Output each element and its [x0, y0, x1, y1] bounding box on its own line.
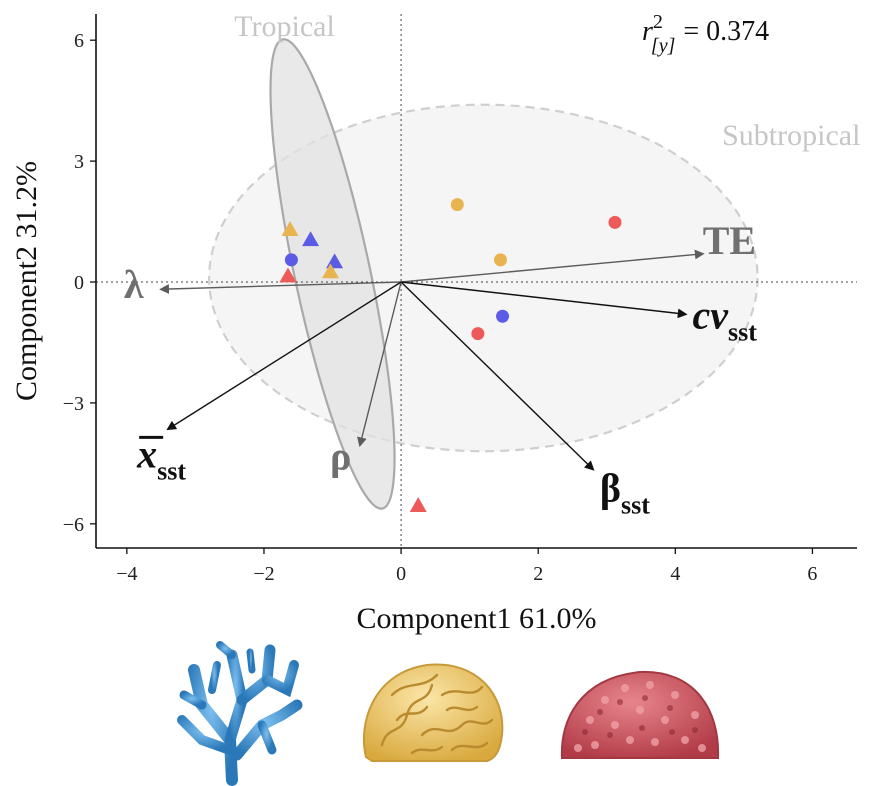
y-tick-label-2: 0: [74, 272, 84, 294]
loading-arrows: [159, 249, 705, 471]
y-tick-label-0: −6: [63, 514, 84, 536]
staghorn-coral-image: [177, 641, 303, 786]
loading-arrow-4: [357, 281, 402, 448]
loading-label-2: cvsst: [692, 292, 757, 346]
group-label-subtropical: Subtropical: [722, 119, 860, 152]
r-squared-sub: [y]: [651, 35, 675, 57]
loading-arrow-5: [166, 281, 402, 431]
loading-arrow-3: [400, 281, 595, 471]
loading-label-1: λ: [124, 262, 144, 307]
loading-label-sub-2: sst: [728, 317, 757, 346]
r-squared-value: = 0.374: [683, 16, 769, 47]
x-tick-label-0: −4: [116, 563, 137, 585]
r-squared-base: r: [642, 16, 653, 47]
x-axis-label: Component1 61.0%: [357, 602, 597, 635]
x-tick-label-5: 6: [807, 563, 817, 585]
point-7: [493, 253, 507, 267]
point-8: [608, 215, 622, 229]
r-squared-annotation: r2 [y] = 0.374: [642, 11, 769, 57]
loading-label-sub-5: sst: [157, 456, 186, 485]
loading-arrow-2: [401, 281, 688, 319]
loading-label-main-2: cv: [692, 292, 729, 337]
point-11: [409, 497, 427, 513]
loading-label-3: βsst: [600, 466, 650, 520]
point-0: [281, 221, 299, 236]
loading-label-main-1: λ: [124, 262, 144, 307]
x-tick-label-2: 0: [396, 563, 406, 585]
point-5: [321, 263, 339, 279]
loading-label-main-0: TE: [703, 218, 756, 263]
x-tick-label-3: 2: [533, 563, 543, 585]
loading-label-main-3: β: [600, 466, 621, 511]
x-tick-label-4: 4: [670, 563, 680, 585]
reference-lines: [96, 14, 857, 548]
group-label-tropical: Tropical: [234, 10, 335, 43]
point-9: [496, 309, 510, 323]
x-tick-label-1: −2: [253, 563, 274, 585]
point-6: [450, 198, 464, 212]
r-squared-sup: 2: [653, 11, 663, 33]
point-3: [279, 267, 297, 283]
y-axis-label: Component2 31.2%: [10, 161, 43, 401]
axes: −4 −2 0 2 4 6 −6 −3 0 3 6 Component1 61.0% Component…: [10, 14, 857, 635]
loading-label-sub-3: sst: [621, 491, 650, 520]
point-2: [284, 253, 298, 267]
loading-arrow-1: [159, 281, 402, 294]
loading-label-4: ρ: [330, 433, 351, 478]
y-tick-label-3: 3: [74, 151, 84, 173]
brain-coral-image: [362, 663, 504, 762]
loading-label-main-5: x: [136, 431, 157, 476]
scatter-points: [279, 198, 622, 513]
loading-label-main-4: ρ: [330, 433, 351, 478]
loading-arrow-0: [401, 249, 705, 283]
red-coral-image: [560, 670, 720, 759]
point-1: [302, 231, 320, 247]
point-10: [471, 327, 485, 341]
y-tick-label-1: −3: [63, 393, 84, 415]
y-tick-label-4: 6: [74, 30, 84, 52]
loading-label-5: xsst: [136, 431, 186, 485]
loading-label-0: TE: [703, 218, 756, 263]
